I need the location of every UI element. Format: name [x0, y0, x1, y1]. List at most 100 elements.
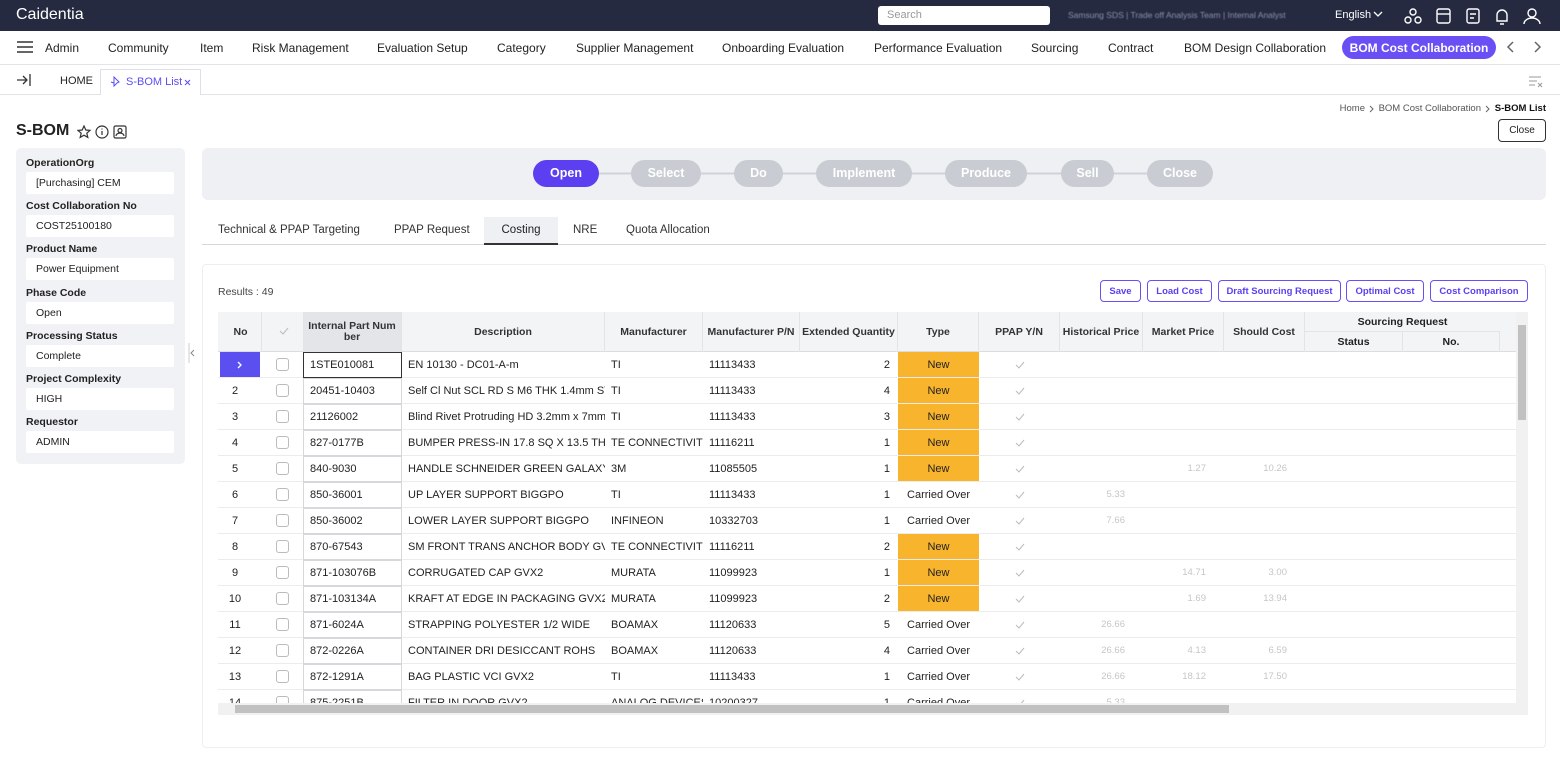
row-checkbox[interactable] [276, 696, 289, 703]
part-cell [303, 378, 402, 404]
nav-item[interactable]: Evaluation Setup [377, 41, 468, 55]
nav-item[interactable]: Performance Evaluation [874, 41, 1003, 55]
step[interactable]: Open [533, 160, 599, 187]
row-number: 2 [231, 385, 239, 397]
quantity: 1 [883, 437, 890, 449]
sub-tab[interactable]: NRE [573, 224, 598, 236]
quantity: 1 [883, 567, 890, 579]
quantity: 1 [883, 463, 890, 475]
row-checkbox[interactable] [276, 384, 289, 397]
nav-item[interactable]: Contract [1108, 41, 1154, 55]
sub-tab-active[interactable]: Costing [484, 217, 558, 245]
nav-item[interactable]: Community [108, 41, 169, 55]
title-icons[interactable] [77, 125, 129, 139]
row-checkbox[interactable] [276, 592, 289, 605]
top-icons[interactable] [1400, 6, 1550, 26]
step[interactable]: Close [1147, 160, 1213, 187]
ppap-check [1015, 569, 1025, 577]
nav-item[interactable]: Onboarding Evaluation [722, 41, 845, 55]
v-scroll-thumb[interactable] [1518, 325, 1526, 420]
nav-item[interactable]: Supplier Management [576, 41, 694, 55]
search-box[interactable]: Search [878, 6, 1050, 25]
table-row [218, 586, 1516, 612]
type-badge: Carried Over [907, 619, 970, 631]
ppap-check [1015, 517, 1025, 525]
nav-item-active[interactable]: BOM Cost Collaboration [1342, 36, 1496, 59]
toolbar-button[interactable]: Optimal Cost [1346, 280, 1424, 302]
table-row [218, 664, 1516, 690]
nav-arrows[interactable] [1505, 40, 1545, 54]
nav-item[interactable]: Item [200, 41, 224, 55]
info-label: OperationOrg [26, 157, 95, 169]
tab-home[interactable]: HOME [60, 75, 93, 87]
cell: 11113433 [709, 671, 756, 683]
nav-item[interactable]: Risk Management [252, 41, 349, 55]
part-cell [303, 430, 402, 456]
column-header: Description [402, 312, 605, 352]
close-button[interactable]: Close [1498, 119, 1546, 142]
quantity: 3 [883, 411, 890, 423]
table-row [218, 378, 1516, 404]
part-cell [303, 404, 402, 430]
table-row [218, 534, 1516, 560]
breadcrumb-item[interactable]: Home [1339, 103, 1365, 114]
sub-tab[interactable]: PPAP Request [394, 224, 470, 236]
sidebar-toggle[interactable] [16, 73, 32, 87]
part-cell [303, 690, 402, 703]
sub-tab[interactable]: Technical & PPAP Targeting [218, 224, 360, 236]
ppap-check [1015, 387, 1025, 395]
row-checkbox[interactable] [276, 514, 289, 527]
column-header: Internal Part Number [303, 312, 402, 352]
nav-item[interactable]: Sourcing [1031, 41, 1079, 55]
toolbar-button[interactable]: Cost Comparison [1430, 280, 1528, 302]
type-badge: New [898, 560, 979, 585]
price: 14.71 [1182, 567, 1206, 578]
row-checkbox[interactable] [276, 488, 289, 501]
step[interactable]: Sell [1061, 160, 1114, 187]
part-number: 20451-10403 [310, 385, 375, 397]
panel-collapse[interactable] [188, 343, 196, 363]
row-checkbox[interactable] [276, 670, 289, 683]
language-caret[interactable] [1373, 11, 1383, 19]
type-badge: New [898, 534, 979, 559]
part-number: 850-36001 [310, 489, 363, 501]
cell: 11113433 [709, 411, 756, 423]
row-checkbox[interactable] [276, 566, 289, 579]
part-cell [303, 638, 402, 664]
step[interactable]: Implement [816, 160, 912, 187]
toolbar-button[interactable]: Save [1100, 280, 1141, 302]
toolbar-button[interactable]: Draft Sourcing Request [1218, 280, 1341, 302]
row-checkbox[interactable] [276, 462, 289, 475]
step[interactable]: Produce [945, 160, 1027, 187]
step[interactable]: Select [631, 160, 701, 187]
price: 17.50 [1263, 671, 1287, 682]
sub-tab[interactable]: Quota Allocation [626, 224, 710, 236]
tab-active[interactable]: S-BOM List [100, 69, 201, 95]
row-checkbox[interactable] [276, 644, 289, 657]
nav-item[interactable]: Admin [45, 41, 80, 55]
clear-tabs-icon[interactable] [1528, 74, 1544, 88]
quantity: 1 [883, 515, 890, 527]
step[interactable]: Do [734, 160, 783, 187]
row-checkbox[interactable] [276, 540, 289, 553]
toolbar-button[interactable]: Load Cost [1147, 280, 1212, 302]
price: 13.94 [1263, 593, 1287, 604]
row-checkbox[interactable] [276, 618, 289, 631]
breadcrumb-item[interactable]: BOM Cost Collaboration [1378, 103, 1481, 114]
column-header: Manufacturer P/N [703, 312, 800, 352]
row-checkbox[interactable] [276, 436, 289, 449]
nav-item[interactable]: BOM Design Collaboration [1184, 41, 1327, 55]
nav-item[interactable]: Category [497, 41, 546, 55]
nav-bar [0, 31, 1560, 65]
row-checkbox[interactable] [276, 410, 289, 423]
language[interactable]: English [1335, 9, 1372, 21]
menu-icon[interactable] [16, 40, 34, 54]
info-value: ADMIN [26, 431, 174, 454]
h-scroll-thumb[interactable] [235, 705, 1229, 713]
row-checkbox[interactable] [276, 358, 289, 371]
cell: BOAMAX [611, 645, 659, 657]
part-cell [303, 352, 402, 378]
group-header: Sourcing Request [1305, 312, 1500, 332]
